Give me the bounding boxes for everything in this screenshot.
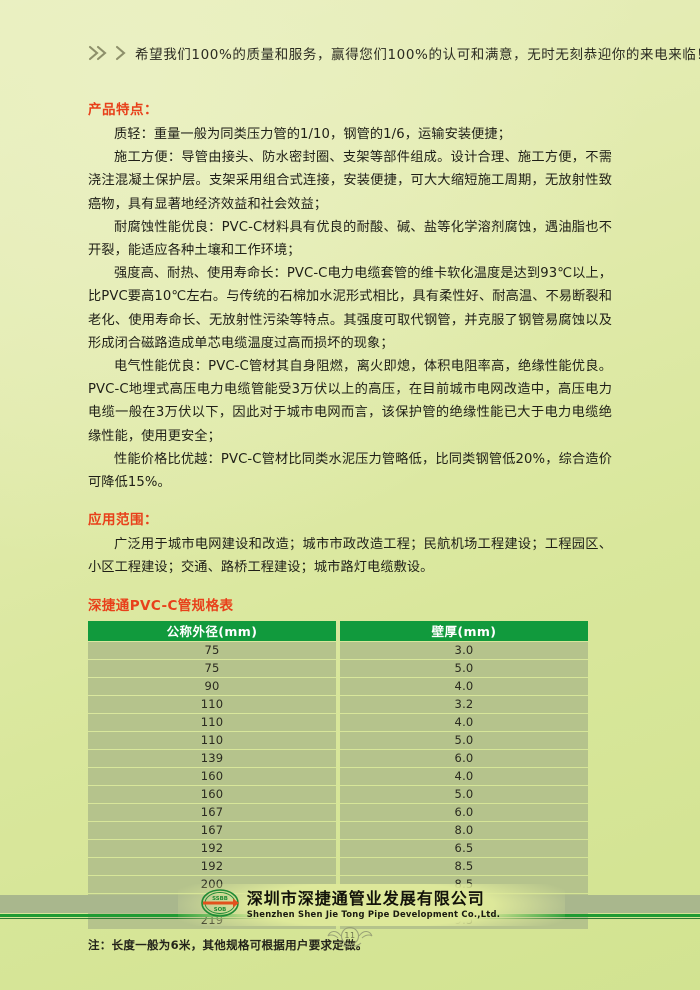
section-spacer (88, 580, 612, 594)
page-number-ornament-icon: 11 (0, 925, 700, 951)
cell-outer-diameter: 139 (88, 749, 336, 767)
header-slogan-row: 希望我们100%的质量和服务，赢得您们100%的认可和满意，无时无刻恭迎你的来电… (88, 38, 700, 68)
feature-paragraph: 质轻：重量一般为同类压力管的1/10，钢管的1/6，运输安装便捷； (114, 127, 512, 142)
table-row: 160 5.0 (88, 785, 588, 803)
svg-text:SSBB: SSBB (212, 896, 228, 902)
feature-paragraph: 耐腐蚀性能优良：PVC-C材料具有优良的耐酸、碱、盐等化学溶剂腐蚀，遇油脂也不开… (88, 219, 612, 259)
double-chevron-right-icon (88, 44, 110, 62)
cell-outer-diameter: 167 (88, 803, 336, 821)
table-row: 110 5.0 (88, 731, 588, 749)
column-header-wall-thickness: 壁厚(mm) (340, 620, 588, 641)
applications-paragraph: 广泛用于城市电网建设和改造；城市市政改造工程；民航机场工程建设；工程园区、小区工… (88, 537, 612, 576)
cell-wall-thickness: 6.0 (340, 803, 588, 821)
cell-wall-thickness: 5.0 (340, 731, 588, 749)
main-content: 产品特点： 质轻：重量一般为同类压力管的1/10，钢管的1/6，运输安装便捷； … (88, 98, 612, 953)
cell-wall-thickness: 6.0 (340, 749, 588, 767)
table-row: 192 8.5 (88, 857, 588, 875)
table-row: 110 3.2 (88, 695, 588, 713)
table-row: 192 6.5 (88, 839, 588, 857)
svg-text:SOB: SOB (213, 907, 226, 913)
spec-table-head: 公称外径(mm) 壁厚(mm) (88, 620, 588, 641)
feature-paragraph: 电气性能优良：PVC-C管材其自身阻燃，离火即熄，体积电阻率高，绝缘性能优良。P… (88, 359, 612, 444)
applications-heading: 应用范围： (88, 512, 158, 529)
section-spacer (88, 494, 612, 508)
table-header-row: 公称外径(mm) 壁厚(mm) (88, 620, 588, 641)
cell-outer-diameter: 167 (88, 821, 336, 839)
chevron-group (88, 44, 127, 62)
cell-outer-diameter: 160 (88, 767, 336, 785)
cell-outer-diameter: 75 (88, 659, 336, 677)
cell-wall-thickness: 4.0 (340, 767, 588, 785)
column-header-outer-diameter: 公称外径(mm) (88, 620, 336, 641)
table-row: 160 4.0 (88, 767, 588, 785)
cell-wall-thickness: 3.2 (340, 695, 588, 713)
cell-wall-thickness: 8.5 (340, 857, 588, 875)
cell-outer-diameter: 90 (88, 677, 336, 695)
chevron-right-icon (115, 44, 127, 62)
features-heading: 产品特点： (88, 102, 158, 118)
table-row: 139 6.0 (88, 749, 588, 767)
cell-outer-diameter: 110 (88, 695, 336, 713)
feature-paragraph: 施工方便：导管由接头、防水密封圈、支架等部件组成。设计合理、施工方便，不需浇注混… (88, 150, 612, 212)
cell-wall-thickness: 6.5 (340, 839, 588, 857)
company-name-en: Shenzhen Shen Jie Tong Pipe Development … (246, 909, 501, 920)
cell-outer-diameter: 192 (88, 839, 336, 857)
cell-wall-thickness: 8.0 (340, 821, 588, 839)
cell-wall-thickness: 5.0 (340, 659, 588, 677)
slogan-text: 希望我们100%的质量和服务，赢得您们100%的认可和满意，无时无刻恭迎你的来电… (135, 47, 700, 63)
spec-table-title: 深捷通PVC-C管规格表 (88, 597, 234, 614)
cell-wall-thickness: 4.0 (340, 677, 588, 695)
table-row: 75 3.0 (88, 641, 588, 659)
table-row: 90 4.0 (88, 677, 588, 695)
company-name-cn: 深圳市深捷通管业发展有限公司 (246, 889, 485, 909)
spec-table-note: 注：长度一般为6米，其他规格可根据用户要求定做。 (88, 937, 368, 952)
page-number: 11 (344, 931, 356, 940)
cell-outer-diameter: 160 (88, 785, 336, 803)
cell-outer-diameter: 75 (88, 641, 336, 659)
table-row: 167 8.0 (88, 821, 588, 839)
feature-paragraph: 性能价格比优越：PVC-C管材比同类水泥压力管略低，比同类钢管低20%，综合造价… (88, 451, 612, 491)
company-oval-logo-icon: SSBB SOB (200, 887, 240, 923)
cell-outer-diameter: 192 (88, 857, 336, 875)
cell-outer-diameter: 110 (88, 713, 336, 731)
feature-paragraph: 强度高、耐热、使用寿命长：PVC-C电力电缆套管的维卡软化温度是达到93℃以上，… (88, 266, 612, 351)
table-row: 110 4.0 (88, 713, 588, 731)
cell-wall-thickness: 3.0 (340, 641, 588, 659)
cell-wall-thickness: 5.0 (340, 785, 588, 803)
footer-company-block: SSBB SOB 深圳市深捷通管业发展有限公司 Shenzhen Shen Ji… (0, 884, 700, 926)
cell-outer-diameter: 110 (88, 731, 336, 749)
table-row: 75 5.0 (88, 659, 588, 677)
company-name-block: 深圳市深捷通管业发展有限公司 Shenzhen Shen Jie Tong Pi… (246, 889, 501, 920)
cell-wall-thickness: 4.0 (340, 713, 588, 731)
table-row: 167 6.0 (88, 803, 588, 821)
